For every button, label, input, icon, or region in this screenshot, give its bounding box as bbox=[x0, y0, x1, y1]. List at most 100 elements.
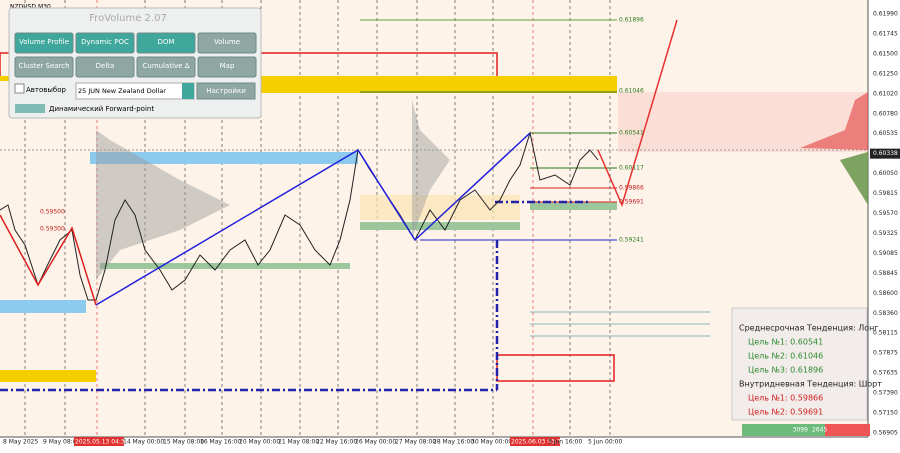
time-label: 2025.05.13 04:30 bbox=[75, 439, 129, 446]
symbol: NZDUSD,M30 bbox=[10, 4, 51, 11]
price-label: 0.61990 bbox=[873, 11, 898, 18]
zone bbox=[90, 152, 358, 164]
price-label: 0.61020 bbox=[873, 90, 898, 97]
price-label: 0.57150 bbox=[873, 410, 898, 417]
price-axis bbox=[868, 0, 900, 449]
time-label: 3 Jun 16:00 bbox=[548, 439, 582, 446]
settings-label: Настройки bbox=[206, 87, 246, 95]
panel-button[interactable] bbox=[75, 32, 135, 54]
panel-button[interactable] bbox=[14, 56, 74, 78]
time-label: 21 May 08:00 bbox=[278, 439, 319, 446]
settings-button[interactable] bbox=[196, 82, 256, 100]
select-arrow[interactable] bbox=[182, 83, 194, 99]
level-label: 0.61046 bbox=[619, 88, 644, 95]
panel-button[interactable] bbox=[197, 32, 257, 54]
panel-button[interactable] bbox=[14, 32, 74, 54]
price-label: 0.60780 bbox=[873, 110, 898, 117]
info-line: Цель №1: 0.59866 bbox=[748, 394, 823, 403]
info-line: Среднесрочная Тенденция: Лонг bbox=[739, 324, 879, 333]
panel-button[interactable] bbox=[136, 56, 196, 78]
price-label: 0.59570 bbox=[873, 210, 898, 217]
button-label: Dynamic POC bbox=[81, 38, 129, 46]
toggle[interactable] bbox=[15, 104, 45, 113]
time-label: 9 May 08:00 bbox=[43, 439, 81, 446]
forward-label: Динамический Forward-point bbox=[49, 105, 154, 113]
forecast bbox=[597, 19, 678, 208]
volume-profile bbox=[840, 152, 868, 205]
time-label: 27 May 08:00 bbox=[395, 439, 436, 446]
price-label: 0.58600 bbox=[873, 290, 898, 297]
level-label: 0.60117 bbox=[619, 165, 644, 172]
info-line: Цель №1: 0.60541 bbox=[748, 338, 823, 347]
price-label: 0.59085 bbox=[873, 250, 898, 257]
time-label: 20 May 00:00 bbox=[239, 439, 280, 446]
time-label: 5 Jun 00:00 bbox=[588, 439, 622, 446]
price-label: 0.61500 bbox=[873, 50, 898, 57]
level-label: 0.61896 bbox=[619, 17, 644, 24]
price-label: 0.56905 bbox=[873, 429, 898, 436]
zone bbox=[530, 202, 617, 210]
price-label: 0.60535 bbox=[873, 130, 898, 137]
zone bbox=[260, 76, 617, 93]
info-line: Цель №2: 0.61046 bbox=[748, 352, 823, 361]
time-highlight bbox=[510, 437, 560, 446]
current-price-box bbox=[870, 148, 900, 159]
panel-button[interactable] bbox=[197, 56, 257, 78]
price-label: 0.57390 bbox=[873, 390, 898, 397]
price-label: 0.57875 bbox=[873, 350, 898, 357]
panel-button[interactable] bbox=[136, 32, 196, 54]
sell-bar bbox=[825, 424, 870, 436]
level-label: 0.59866 bbox=[619, 185, 644, 192]
zone bbox=[0, 370, 96, 382]
level-label: 0.60541 bbox=[619, 130, 644, 137]
instrument: 25 JUN New Zealand Dollar bbox=[78, 87, 166, 95]
panel-button[interactable] bbox=[75, 56, 135, 78]
price-label: 0.60338 bbox=[873, 150, 898, 157]
button-label: Cluster Search bbox=[18, 62, 69, 70]
buy-bar bbox=[742, 424, 825, 436]
buy-count: 3099 bbox=[793, 427, 808, 434]
time-label: 22 May 16:00 bbox=[316, 439, 357, 446]
price-label: 0.58115 bbox=[873, 330, 898, 337]
price-label: 0.57635 bbox=[873, 370, 898, 377]
zone bbox=[0, 300, 86, 313]
level-label: 0.59691 bbox=[619, 199, 644, 206]
button-label: DOM bbox=[158, 38, 175, 46]
info-box bbox=[731, 307, 868, 421]
volume-profile bbox=[96, 130, 230, 280]
button-label: Delta bbox=[96, 62, 115, 70]
price-label: 0.61250 bbox=[873, 70, 898, 77]
time-label: 30 May 00:00 bbox=[471, 439, 512, 446]
button-label: Map bbox=[220, 62, 235, 70]
time-label: 26 May 00:00 bbox=[355, 439, 396, 446]
button-label: Cumulative Δ bbox=[143, 62, 190, 70]
checkbox[interactable] bbox=[14, 83, 25, 94]
time-label: 2025.06.03 03:30 bbox=[511, 439, 565, 446]
time-label: 8 May 2025 bbox=[3, 439, 38, 446]
time-label: 14 May 00:00 bbox=[123, 439, 164, 446]
volume-profile bbox=[412, 100, 450, 240]
zigzag bbox=[0, 214, 97, 306]
level-label: 0.59500 bbox=[40, 209, 65, 216]
sell-count: 2645 bbox=[812, 427, 827, 434]
time-label: 16 May 16:00 bbox=[200, 439, 241, 446]
price-label: 0.61745 bbox=[873, 30, 898, 37]
axes: 0.61990 0.61745 0.61500 0.61250 0.61020 0.607… bbox=[3, 11, 900, 446]
button-label: Volume Profile bbox=[19, 38, 69, 46]
info-lines: Среднесрочная Тенденция: Лонг Цель №1: 0.… bbox=[739, 324, 882, 417]
zigzag bbox=[95, 132, 531, 306]
price-label: 0.58360 bbox=[873, 310, 898, 317]
button-label: Volume bbox=[214, 38, 240, 46]
time-label: 15 May 08:00 bbox=[163, 439, 204, 446]
price-label: 0.59815 bbox=[873, 190, 898, 197]
panel-title: FroVolume 2.07 bbox=[89, 13, 167, 24]
time-highlight bbox=[74, 437, 124, 446]
info-line: Внутридневная Тенденция: Шорт bbox=[739, 380, 882, 389]
info-line: Цель №3: 0.61896 bbox=[748, 366, 823, 375]
level-label: 0.59241 bbox=[619, 237, 644, 244]
time-label: 28 May 16:00 bbox=[433, 439, 474, 446]
panel: FroVolume 2.07 Volume Profile Dynamic POC… bbox=[8, 7, 262, 119]
buttons: Volume Profile Dynamic POC DOM Volume Cluste… bbox=[14, 32, 257, 78]
price-label: 0.60050 bbox=[873, 170, 898, 177]
